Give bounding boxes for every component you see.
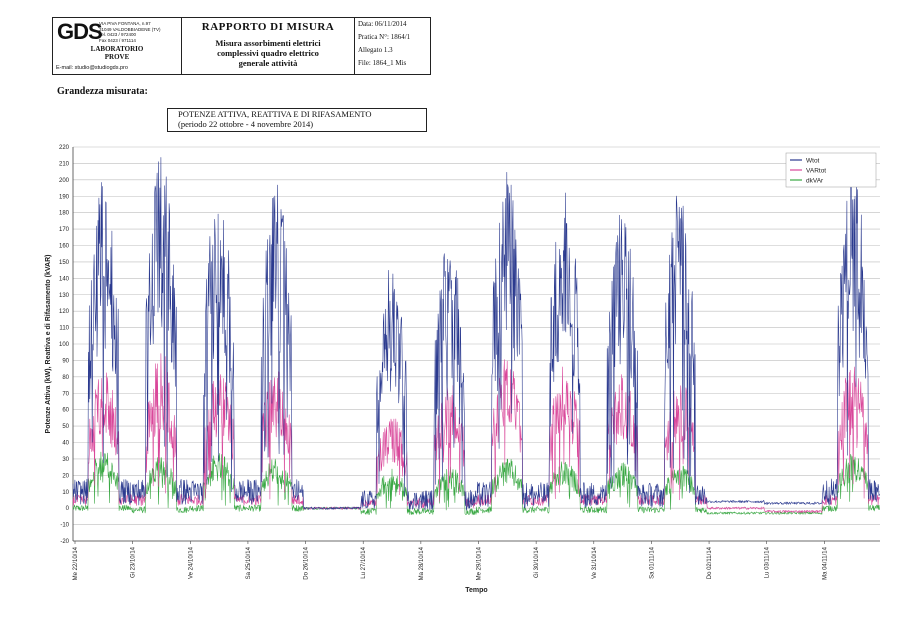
x-tick-label: Me 22/10/14	[73, 546, 79, 580]
x-tick-label: Do 02/11/14	[707, 546, 713, 579]
y-tick-label: 10	[62, 490, 69, 496]
x-tick-label: Sa 25/10/14	[246, 546, 252, 579]
y-tick-label: 160	[59, 244, 70, 250]
report-file: File: 1864_1 Mis	[358, 59, 407, 67]
report-date: Data: 06/11/2014	[358, 20, 407, 28]
chart-grid	[72, 146, 880, 542]
x-axis-ticks: Me 22/10/14 Gi 23/10/14 Ve 24/10/14 Sa 25/1…	[73, 541, 828, 580]
y-tick-label: 220	[59, 145, 70, 151]
x-tick-label: Sa 01/11/14	[649, 546, 655, 579]
company-address: VIA PIVA FONTANA, n.97 31049 VALDOBBIADE…	[99, 21, 179, 43]
y-tick-label: 180	[59, 211, 70, 217]
y-tick-label: 210	[59, 161, 70, 167]
y-tick-label: 0	[66, 506, 70, 512]
y-tick-label: -10	[60, 523, 69, 529]
report-pratica: Pratica N°: 1864/1	[358, 33, 411, 41]
x-tick-label: Ve 24/10/14	[188, 546, 194, 579]
x-tick-label: Ma 04/11/14	[822, 546, 828, 580]
measured-quantity-label: Grandezza misurata:	[57, 86, 148, 97]
x-tick-label: Ma 28/10/14	[419, 546, 425, 580]
y-tick-label: 140	[59, 276, 70, 282]
series-line-vartot	[72, 353, 880, 513]
y-tick-label: 170	[59, 227, 70, 233]
y-axis-ticks: -20 -10 0 10 20 30 40 50 60 70 80 90 100 110 120 130 140…	[59, 145, 70, 545]
company-email: E-mail: studio@studiogds.pro	[56, 65, 128, 71]
x-tick-label: Gi 23/10/14	[131, 546, 137, 578]
chart-title: POTENZE ATTIVA, REATTIVA E DI RIFASAMENT…	[178, 109, 372, 119]
legend-entry: dkVAr	[806, 178, 824, 185]
y-tick-label: 40	[62, 441, 69, 447]
y-tick-label: 150	[59, 260, 70, 266]
report-title: RAPPORTO DI MISURA	[201, 21, 335, 33]
x-tick-label: Lu 03/11/14	[765, 546, 771, 578]
y-tick-label: 190	[59, 194, 70, 200]
y-tick-label: 70	[62, 391, 69, 397]
chart-title-box: POTENZE ATTIVA, REATTIVA E DI RIFASAMENT…	[167, 108, 427, 132]
company-logo: GDS	[57, 19, 103, 44]
y-tick-label: 200	[59, 178, 70, 184]
y-tick-label: 90	[62, 358, 69, 364]
address-line: Fax 0423 / 971114	[99, 37, 136, 43]
report-description: Misura assorbimenti elettrici complessiv…	[182, 38, 354, 68]
lab-name-line: PROVE	[104, 53, 130, 61]
report-meta: Data: 06/11/2014 Pratica N°: 1864/1 Alle…	[355, 18, 430, 74]
report-description-line: complessivi quadro elettrico	[217, 48, 319, 58]
y-tick-label: 60	[62, 408, 69, 414]
series-line-dkvar	[72, 451, 880, 515]
y-tick-label: 100	[59, 342, 70, 348]
x-tick-label: Me 29/10/14	[477, 546, 483, 580]
report-header: GDS VIA PIVA FONTANA, n.97 31049 VALDOBB…	[52, 17, 431, 75]
address-line: 31049 VALDOBBIADENE (TV)	[99, 26, 161, 32]
report-description-line: Misura assorbimenti elettrici	[215, 38, 321, 48]
y-tick-label: 50	[62, 424, 69, 430]
y-tick-label: 130	[59, 293, 70, 299]
report-title-cell: RAPPORTO DI MISURA Misura assorbimenti e…	[182, 18, 355, 74]
x-tick-label: Do 26/10/14	[304, 546, 310, 579]
y-axis-label: Potenze Attiva (kW), Reattiva e di Rifas…	[45, 255, 52, 434]
address-line: VIA PIVA FONTANA, n.97	[99, 21, 151, 26]
y-tick-label: -20	[60, 539, 69, 545]
y-tick-label: 120	[59, 309, 70, 315]
y-tick-label: 110	[59, 326, 69, 332]
x-axis-label: Tempo	[465, 587, 487, 594]
x-tick-label: Gi 30/10/14	[534, 546, 540, 578]
legend-entry: Wtot	[806, 158, 820, 165]
lab-name-line: LABORATORIO	[90, 45, 144, 53]
x-tick-label: Lu 27/10/14	[361, 546, 367, 578]
chart-legend: Wtot VARtot dkVAr	[785, 152, 877, 188]
legend-entry: VARtot	[806, 168, 826, 175]
chart-series	[72, 157, 880, 515]
report-description-line: generale attività	[238, 58, 298, 68]
chart-subtitle: (periodo 22 ottobre - 4 novembre 2014)	[178, 119, 314, 129]
report-allegato: Allegato 1.3	[358, 46, 393, 54]
y-tick-label: 80	[62, 375, 69, 381]
address-line: Tel. 0423 / 972400	[99, 32, 137, 37]
series-line-wtot	[72, 157, 880, 511]
x-tick-label: Ve 31/10/14	[592, 546, 598, 579]
lab-info: GDS VIA PIVA FONTANA, n.97 31049 VALDOBB…	[53, 18, 182, 74]
y-tick-label: 20	[62, 473, 69, 479]
y-tick-label: 30	[62, 457, 69, 463]
lab-name: LABORATORIO PROVE	[53, 45, 181, 61]
